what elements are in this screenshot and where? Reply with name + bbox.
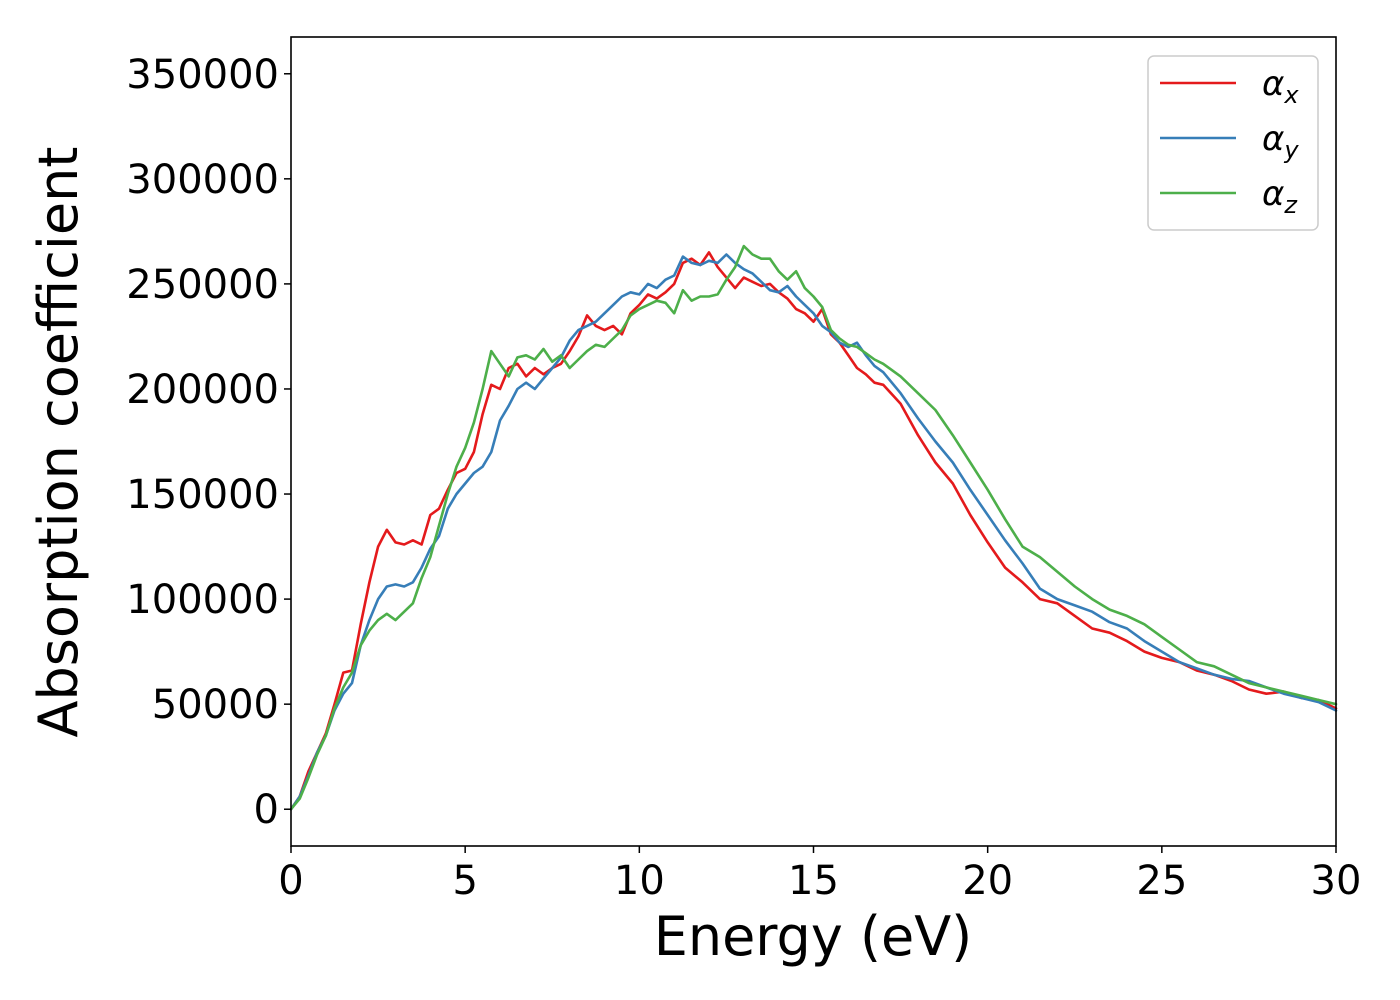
y-tick-label: 250000 (126, 262, 279, 308)
y-tick-label: 50000 (152, 682, 279, 728)
x-tick-label: 15 (788, 858, 839, 904)
x-axis-title: Energy (eV) (654, 905, 973, 968)
legend: αx αy αz (1147, 55, 1319, 231)
y-tick-label: 350000 (126, 52, 279, 98)
y-tick-label: 200000 (126, 367, 279, 413)
x-tick-label: 10 (614, 858, 665, 904)
x-axis: 0 5 10 15 20 25 30 (278, 846, 1361, 904)
series-lines (289, 244, 1338, 811)
y-tick-label: 150000 (126, 472, 279, 518)
series-line-y (289, 253, 1338, 811)
x-tick-label: 5 (452, 858, 477, 904)
x-tick-label: 0 (278, 858, 303, 904)
legend-label-y: αy (1262, 119, 1299, 164)
legend-box (1147, 55, 1319, 231)
series-line-z (289, 244, 1338, 811)
y-axis: 0 50000 100000 150000 200000 250000 300000 3500… (126, 52, 291, 833)
x-tick-label: 30 (1311, 858, 1362, 904)
legend-label-x: αx (1262, 64, 1299, 109)
x-tick-label: 25 (1136, 858, 1187, 904)
y-axis-title: Absorption coefficient (27, 147, 90, 738)
y-tick-label: 100000 (126, 577, 279, 623)
legend-label-z: αz (1262, 174, 1298, 219)
y-tick-label: 0 (254, 787, 279, 833)
y-tick-label: 300000 (126, 157, 279, 203)
x-tick-label: 20 (962, 858, 1013, 904)
